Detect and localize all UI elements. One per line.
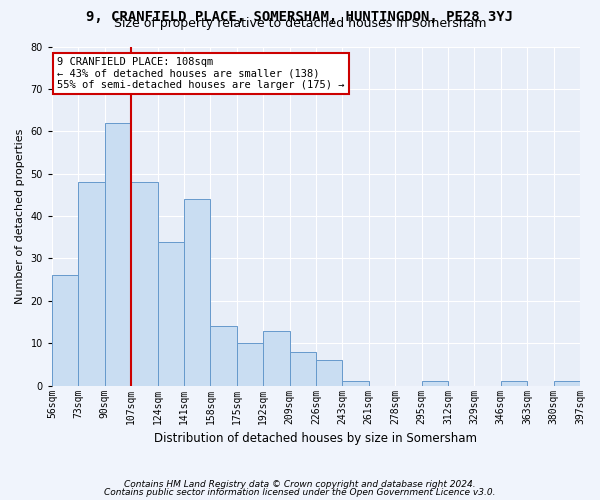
Bar: [501, 382, 527, 386]
Bar: [316, 360, 343, 386]
X-axis label: Distribution of detached houses by size in Somersham: Distribution of detached houses by size …: [154, 432, 478, 445]
Bar: [52, 276, 79, 386]
Text: 9 CRANFIELD PLACE: 108sqm
← 43% of detached houses are smaller (138)
55% of semi: 9 CRANFIELD PLACE: 108sqm ← 43% of detac…: [57, 56, 345, 90]
Bar: [290, 352, 316, 386]
Bar: [211, 326, 237, 386]
Bar: [158, 242, 184, 386]
Text: Size of property relative to detached houses in Somersham: Size of property relative to detached ho…: [114, 18, 486, 30]
Bar: [184, 199, 211, 386]
Bar: [131, 182, 158, 386]
Text: 9, CRANFIELD PLACE, SOMERSHAM, HUNTINGDON, PE28 3YJ: 9, CRANFIELD PLACE, SOMERSHAM, HUNTINGDO…: [86, 10, 514, 24]
Bar: [79, 182, 105, 386]
Text: Contains HM Land Registry data © Crown copyright and database right 2024.: Contains HM Land Registry data © Crown c…: [124, 480, 476, 489]
Bar: [105, 123, 131, 386]
Bar: [554, 382, 580, 386]
Text: Contains public sector information licensed under the Open Government Licence v3: Contains public sector information licen…: [104, 488, 496, 497]
Bar: [263, 330, 290, 386]
Bar: [343, 382, 369, 386]
Bar: [237, 343, 263, 386]
Bar: [422, 382, 448, 386]
Y-axis label: Number of detached properties: Number of detached properties: [15, 128, 25, 304]
